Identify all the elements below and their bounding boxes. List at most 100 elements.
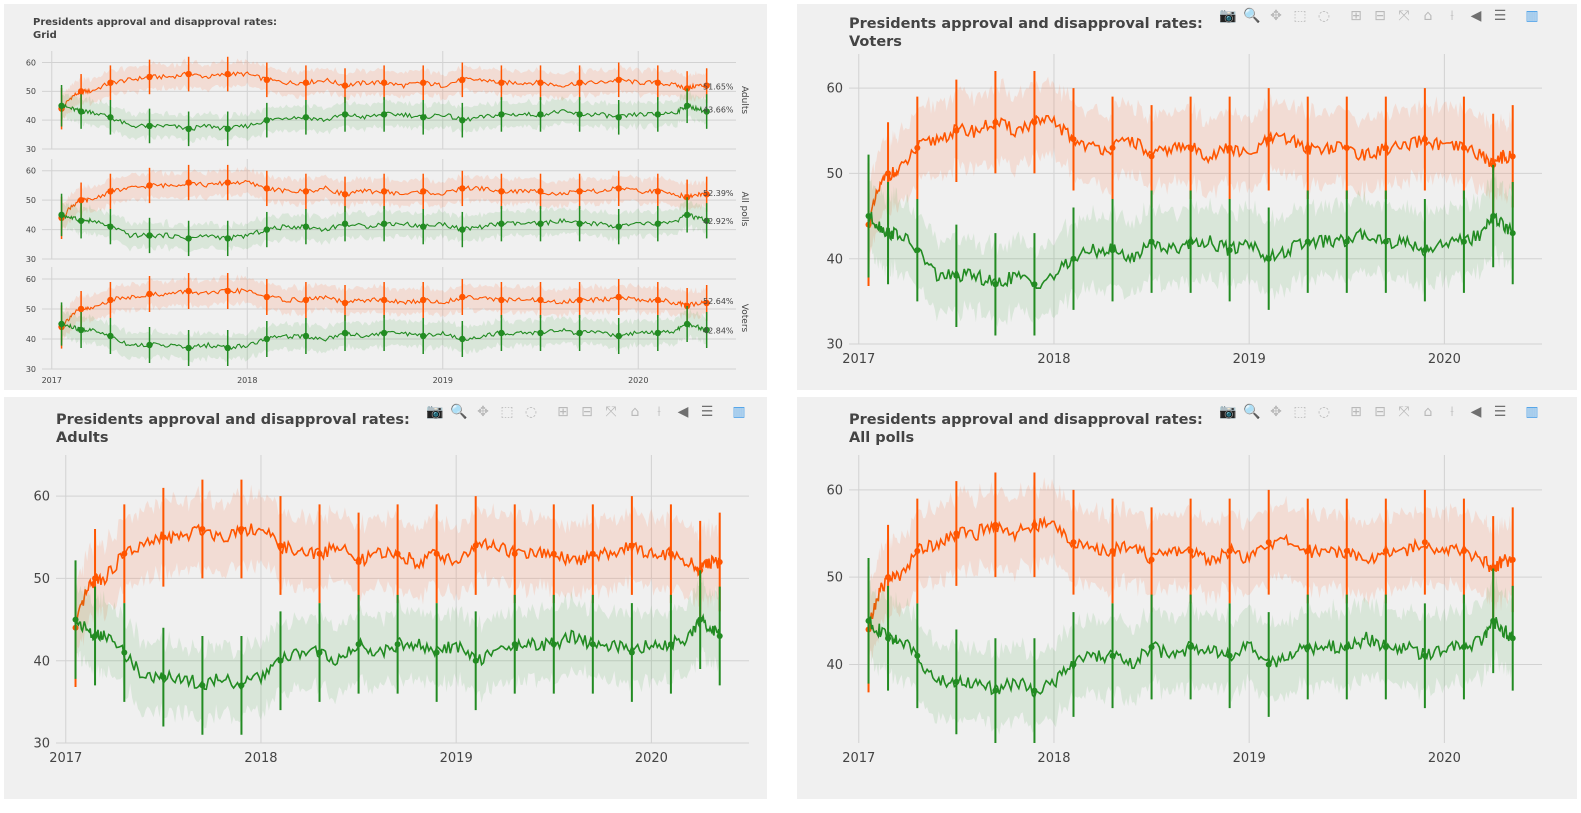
all-polls-approve-point — [885, 635, 892, 642]
adults-y-tick-label: 60 — [33, 490, 50, 505]
pan-icon[interactable]: ✥ — [1270, 8, 1282, 24]
all-polls-approve-point — [865, 617, 872, 624]
zoom-icon[interactable]: 🔍 — [1243, 8, 1261, 24]
spike-lines-icon[interactable]: ⟊ — [1450, 8, 1454, 24]
adults-approve-point — [697, 616, 704, 623]
grid-sub2-disapprove-point — [224, 179, 231, 186]
camera-icon[interactable]: 📷 — [1219, 404, 1237, 420]
voters-approve-point — [1187, 238, 1194, 245]
grid-sub2-approve-point — [185, 235, 192, 242]
all-polls-approve-point — [1226, 652, 1233, 659]
zoom-icon[interactable]: 🔍 — [1243, 404, 1261, 420]
grid-sub2-disapprove-point — [107, 188, 114, 195]
plotly-logo-icon[interactable]: ▥ — [1525, 8, 1539, 24]
adults-x-tick-label: 2018 — [244, 751, 277, 766]
all-polls-approve-point — [1460, 644, 1467, 650]
adults-approve-point — [433, 649, 440, 656]
box-select-icon[interactable]: ⬚ — [1293, 8, 1307, 24]
grid-sub1-disapprove-point — [615, 76, 622, 84]
grid-sub3-y-tick-label: 40 — [26, 335, 36, 344]
plotly-logo-icon[interactable]: ▥ — [732, 404, 746, 420]
zoom-in-icon[interactable]: ⊞ — [1350, 404, 1362, 420]
voters-approve-point — [1490, 213, 1497, 220]
grid-sub3-y-tick-label: 50 — [26, 305, 36, 314]
plotly-logo-icon[interactable]: ▥ — [1525, 404, 1539, 420]
box-select-icon[interactable]: ⬚ — [1293, 404, 1307, 420]
grid-sub3-x-tick-label: 2017 — [42, 376, 62, 385]
autoscale-icon[interactable]: ⤧ — [1398, 8, 1410, 24]
autoscale-icon[interactable]: ⤧ — [1398, 404, 1410, 420]
grid-sub2-disapprove-point — [576, 188, 583, 195]
grid-sub1-approve-point — [77, 108, 85, 115]
spike-lines-icon[interactable]: ⟊ — [657, 404, 661, 420]
grid-sub1-end-label: 51.65% — [703, 83, 734, 92]
all-polls-disapprove-point — [885, 574, 892, 581]
home-icon[interactable]: ⌂ — [1423, 8, 1433, 24]
adults-modebar: 📷 🔍 ✥ ⬚ ◌ ⊞ ⊟ ⤧ ⌂ ⟊ ◀ ☰ ▥ — [426, 403, 748, 421]
autoscale-icon[interactable]: ⤧ — [605, 404, 617, 420]
pan-icon[interactable]: ✥ — [1270, 404, 1282, 420]
voters-disapprove-point — [1509, 153, 1516, 160]
grid-sub1-approve-point — [654, 111, 662, 118]
all-polls-approve-point — [1304, 644, 1311, 650]
grid-sub1-disapprove-point — [263, 76, 271, 84]
grid-sub3-disapprove-point — [224, 287, 231, 295]
home-icon[interactable]: ⌂ — [630, 404, 640, 420]
all-polls-disapprove-point — [1148, 556, 1155, 563]
zoom-in-icon[interactable]: ⊞ — [1350, 8, 1362, 24]
home-icon[interactable]: ⌂ — [1423, 404, 1433, 420]
hover-compare-icon[interactable]: ☰ — [700, 404, 714, 420]
grid-sub2-approve-point — [224, 235, 231, 242]
grid-sub2-approve-point — [703, 217, 710, 224]
voters-approve-point — [1226, 247, 1233, 254]
all-polls-approve-point — [992, 687, 999, 694]
grid-sub2-approve-point — [58, 211, 65, 219]
grid-sub3-approve-point — [703, 326, 710, 334]
voters-disapprove-point — [885, 170, 892, 177]
adults-disapprove-point — [394, 550, 401, 557]
hover-closest-icon[interactable]: ◀ — [1470, 404, 1482, 420]
voters-approve-point — [1343, 238, 1350, 245]
grid-sub1-approve-point — [615, 114, 622, 121]
grid-sub3-disapprove-point — [263, 293, 271, 301]
all-polls-approve-point — [1070, 661, 1077, 668]
lasso-icon[interactable]: ◌ — [1317, 404, 1331, 420]
adults-approve-point — [589, 641, 596, 648]
hover-compare-icon[interactable]: ☰ — [1493, 8, 1507, 24]
grid-sub2-disapprove-point — [185, 179, 192, 186]
spike-lines-icon[interactable]: ⟊ — [1450, 404, 1454, 420]
hover-closest-icon[interactable]: ◀ — [1470, 8, 1482, 24]
zoom-icon[interactable]: 🔍 — [450, 404, 468, 420]
lasso-icon[interactable]: ◌ — [1317, 8, 1331, 24]
grid-sub2-disapprove-point — [77, 196, 85, 204]
all-polls-approve-point — [1421, 652, 1428, 659]
voters-approve-point — [1070, 255, 1077, 262]
lasso-icon[interactable]: ◌ — [524, 404, 538, 420]
all-polls-disapprove-point — [953, 530, 960, 537]
zoom-out-icon[interactable]: ⊟ — [581, 404, 593, 420]
grid-sub2-disapprove-point — [380, 188, 388, 195]
all-polls-chart-panel: 40 50 60 2017 2018 2019 2020 Presidents approv… — [797, 397, 1577, 799]
voters-approve-point — [992, 281, 999, 288]
zoom-in-icon[interactable]: ⊞ — [557, 404, 569, 420]
adults-approve-point — [716, 633, 723, 640]
hover-compare-icon[interactable]: ☰ — [1493, 404, 1507, 420]
hover-closest-icon[interactable]: ◀ — [677, 404, 689, 420]
all-polls-approve-point — [1148, 644, 1155, 650]
all-polls-y-tick-label: 40 — [826, 658, 843, 673]
adults-disapprove-point — [433, 550, 440, 557]
adults-disapprove-point — [628, 542, 635, 549]
voters-x-tick-label: 2017 — [842, 352, 875, 367]
grid-sub1-approve-point — [380, 111, 388, 118]
camera-icon[interactable]: 📷 — [1219, 8, 1237, 24]
voters-disapprove-point — [1109, 144, 1116, 151]
grid-sub1-y-tick-label: 60 — [26, 58, 36, 67]
voters-disapprove-point — [1070, 136, 1077, 143]
camera-icon[interactable]: 📷 — [426, 404, 444, 420]
zoom-out-icon[interactable]: ⊟ — [1374, 404, 1386, 420]
zoom-out-icon[interactable]: ⊟ — [1374, 8, 1386, 24]
grid-sub2-approve-point — [576, 220, 583, 227]
box-select-icon[interactable]: ⬚ — [500, 404, 514, 420]
grid-sub3-disapprove-point — [537, 296, 544, 304]
pan-icon[interactable]: ✥ — [477, 404, 489, 420]
